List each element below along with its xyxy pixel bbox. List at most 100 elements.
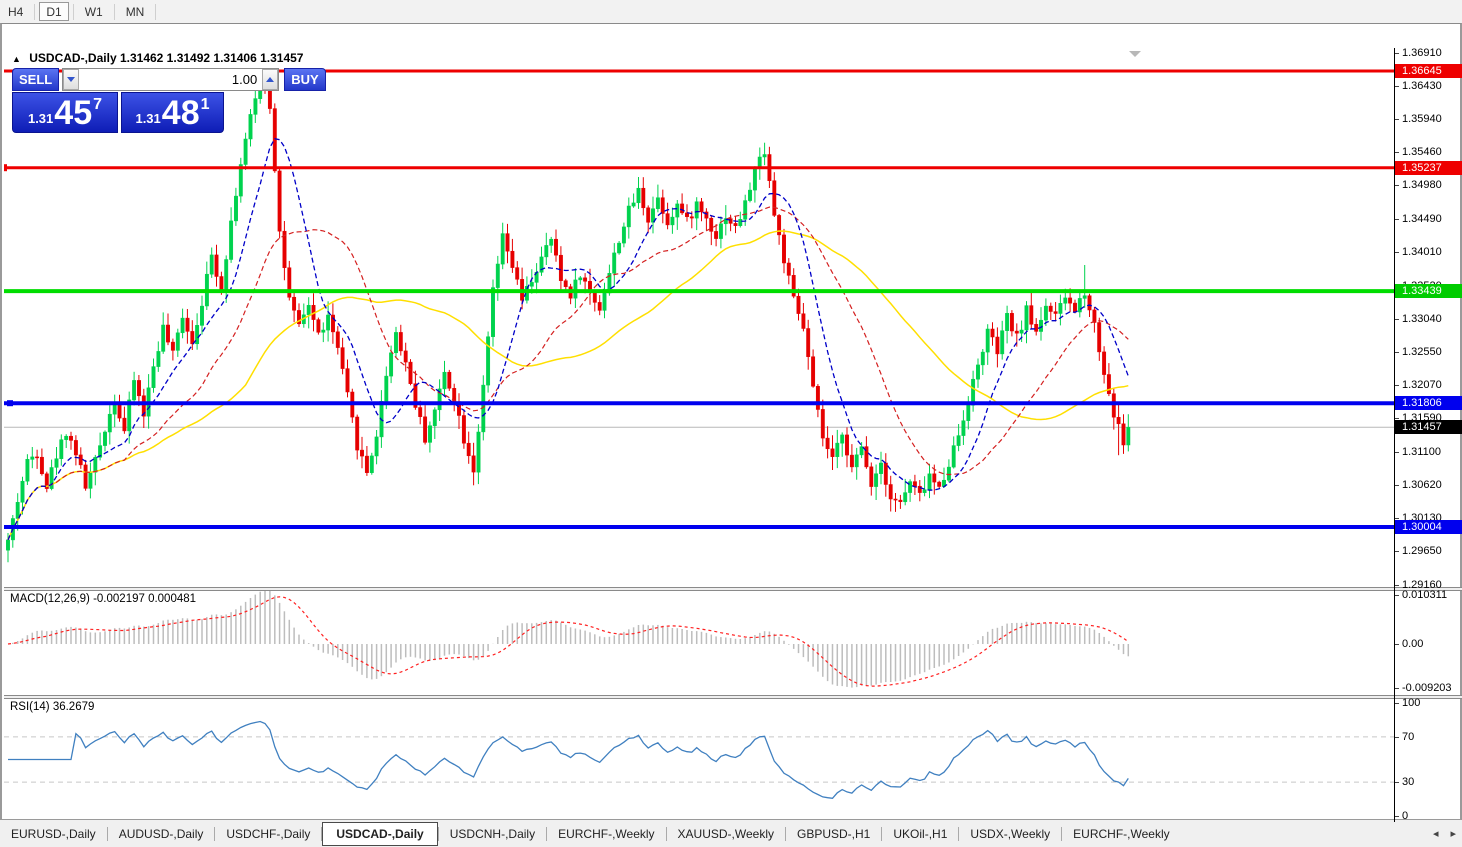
price-axis-tick: 1.34010 (1402, 246, 1442, 258)
buy-price-display[interactable]: 1.31 48 1 (121, 92, 224, 133)
toolbar-separator (155, 3, 157, 20)
price-axis-tick: 1.30620 (1402, 479, 1442, 491)
axis-tick-mark (1395, 737, 1399, 738)
tab-separator (214, 826, 216, 841)
volume-decrease-button[interactable] (63, 69, 80, 90)
macd-label: MACD(12,26,9) -0.002197 0.000481 (10, 593, 197, 605)
tab-separator (437, 826, 439, 841)
chart-tab-gbpusd-h1[interactable]: GBPUSD-,H1 (797, 826, 871, 841)
price-level-badge: 1.31457 (1395, 420, 1462, 434)
price-level-badge: 1.36645 (1395, 64, 1462, 78)
tab-separator (665, 826, 667, 841)
axis-tick-mark (1395, 252, 1399, 253)
candlesticks (6, 71, 1131, 563)
axis-tick-mark (1395, 688, 1399, 689)
triangle-up-icon (266, 77, 275, 82)
rsi-axis-tick: 100 (1402, 697, 1421, 709)
price-axis-tick: 1.36910 (1402, 47, 1442, 59)
chart-tab-eurchf-weekly[interactable]: EURCHF-,Weekly (1073, 826, 1170, 841)
price-level-badge: 1.31806 (1395, 396, 1462, 410)
rsi-axis-tick: 0 (1402, 810, 1409, 822)
axis-tick-mark (1395, 452, 1399, 453)
sell-price-display[interactable]: 1.31 45 7 (12, 92, 118, 133)
triangle-down-icon (67, 77, 76, 82)
rsi-line (8, 720, 1129, 799)
axis-tick-mark (1395, 53, 1399, 54)
price-axis-tick: 1.31100 (1402, 446, 1441, 458)
price-axis-tick: 1.29160 (1402, 579, 1442, 591)
tab-separator (881, 826, 883, 841)
collapse-arrow-icon[interactable]: ▲ (12, 54, 21, 64)
macd-axis-tick: 0.010311 (1402, 589, 1448, 601)
axis-tick-mark (1395, 485, 1399, 486)
price-axis-tick: 1.35940 (1402, 113, 1442, 125)
axis-tick-mark (1395, 185, 1399, 186)
timeframe-button-d1[interactable]: D1 (39, 2, 69, 21)
ma-medium-line (7, 206, 1129, 541)
chart-tab-eurusd-daily[interactable]: EURUSD-,Daily (11, 826, 96, 841)
timeframe-button-h4[interactable]: H4 (1, 2, 30, 21)
tabs-scroll-right-icon[interactable]: ▸ (1450, 828, 1456, 840)
chart-tab-usdchf-daily[interactable]: USDCHF-,Daily (226, 826, 311, 841)
chart-tab-xauusd-weekly[interactable]: XAUUSD-,Weekly (677, 826, 774, 841)
axis-tick-mark (1395, 518, 1399, 519)
level-handle[interactable] (7, 400, 13, 407)
sell-button[interactable]: SELL (12, 68, 60, 91)
tab-separator (106, 826, 108, 841)
macd-histogram (12, 591, 1130, 688)
chart-tab-usdcad-daily[interactable]: USDCAD-,Daily (322, 821, 438, 846)
tabs-scroll-left-icon[interactable]: ◂ (1432, 828, 1439, 840)
macd-axis-tick: -0.009203 (1402, 682, 1452, 694)
volume-increase-button[interactable] (262, 69, 279, 90)
price-axis-tick: 1.32070 (1402, 379, 1442, 391)
price-axis-tick: 1.36430 (1402, 80, 1442, 92)
macd-indicator-pane[interactable] (4, 591, 1394, 695)
timeframe-button-w1[interactable]: W1 (78, 2, 110, 21)
chart-tab-eurchf-weekly[interactable]: EURCHF-,Weekly (558, 826, 655, 841)
chart-tab-ukoil-h1[interactable]: UKOil-,H1 (893, 826, 948, 841)
axis-tick-mark (1395, 585, 1399, 586)
axis-tick-mark (1395, 86, 1399, 87)
toolbar-separator (34, 3, 36, 20)
rsi-label: RSI(14) 36.2679 (10, 701, 95, 713)
chart-title: ▲ USDCAD-,Daily 1.31462 1.31492 1.31406 … (12, 51, 303, 65)
buy-button[interactable]: BUY (284, 68, 326, 91)
pane-splitter[interactable] (4, 695, 1462, 699)
level-handle[interactable] (4, 164, 7, 172)
price-axis-tick: 1.34490 (1402, 213, 1442, 225)
chart-shift-marker-icon[interactable] (1129, 51, 1141, 57)
tab-separator (785, 826, 786, 841)
rsi-indicator-pane[interactable] (4, 699, 1394, 821)
price-level-badge: 1.35237 (1395, 161, 1462, 175)
toolbar-separator (113, 3, 115, 20)
chart-tab-audusd-daily[interactable]: AUDUSD-,Daily (118, 826, 204, 841)
axis-tick-mark (1395, 703, 1399, 704)
tab-separator (958, 826, 960, 841)
chart-tab-bar: EURUSD-,Daily AUDUSD-,Daily USDCHF-,Daily U… (0, 819, 1462, 847)
axis-tick-mark (1395, 119, 1399, 120)
macd-signal-line (7, 596, 1129, 687)
price-axis-separator (1394, 48, 1395, 822)
axis-tick-mark (1395, 319, 1399, 320)
price-level-badge: 1.30004 (1395, 520, 1462, 534)
axis-tick-mark (1395, 595, 1399, 596)
price-axis-tick: 1.35460 (1402, 146, 1442, 158)
chart-tab-usdx-weekly[interactable]: USDX-,Weekly (970, 826, 1051, 841)
volume-group (62, 68, 280, 91)
price-axis-tick: 1.29650 (1402, 545, 1442, 557)
axis-tick-mark (1395, 418, 1399, 419)
price-axis: 1.36910 1.36430 1.35940 1.35460 1.34980 1.344… (1395, 47, 1462, 822)
axis-tick-mark (1395, 385, 1399, 386)
axis-tick-mark (1395, 644, 1399, 645)
ma-fast-line (7, 137, 1129, 541)
volume-input[interactable] (79, 69, 263, 90)
price-chart-pane[interactable] (4, 48, 1394, 587)
axis-tick-mark (1395, 816, 1399, 817)
chart-tab-usdcnh-daily[interactable]: USDCNH-,Daily (449, 826, 536, 841)
pane-splitter[interactable] (4, 587, 1462, 591)
ma-slow-line (7, 230, 1129, 541)
chart-ohlc-values: 1.31462 1.31492 1.31406 1.31457 (119, 51, 304, 65)
timeframe-button-mn[interactable]: MN (119, 2, 152, 21)
